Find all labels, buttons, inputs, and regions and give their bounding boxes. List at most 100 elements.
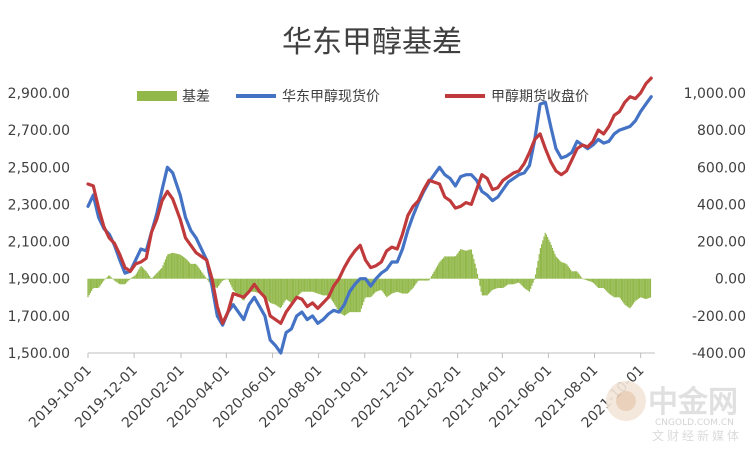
- basis-bar: [284, 278, 286, 301]
- basis-bar: [159, 269, 162, 279]
- basis-bar: [166, 256, 168, 279]
- basis-bar: [312, 278, 314, 292]
- basis-bar: [452, 256, 454, 279]
- basis-bar: [94, 278, 96, 288]
- basis-bar: [631, 278, 633, 306]
- basis-bar: [243, 278, 245, 301]
- basis-bar: [446, 256, 448, 279]
- basis-bar: [377, 278, 379, 291]
- basis-bar: [395, 278, 398, 292]
- basis-bar: [434, 269, 436, 279]
- basis-bar: [378, 278, 381, 291]
- basis-bar: [335, 278, 337, 307]
- basis-bar: [342, 278, 344, 316]
- basis-bar: [528, 278, 531, 292]
- basis-bar: [109, 275, 111, 279]
- basis-bar: [472, 254, 474, 279]
- right-tick-label: -400.00: [692, 346, 746, 362]
- basis-bar: [236, 278, 238, 294]
- basis-bar: [196, 264, 198, 279]
- basis-bar: [561, 262, 563, 279]
- legend-label-basis: 基差: [182, 88, 210, 105]
- basis-bar: [147, 274, 150, 279]
- basis-bar: [277, 278, 279, 307]
- basis-bar: [401, 278, 404, 294]
- basis-bar: [164, 259, 167, 279]
- right-tick-label: -200.00: [692, 309, 746, 325]
- basis-bar: [130, 277, 133, 279]
- basis-bar: [391, 278, 393, 294]
- basis-bar: [538, 254, 540, 279]
- basis-bar: [556, 257, 558, 279]
- basis-bar: [579, 275, 581, 279]
- basis-bar: [303, 278, 306, 292]
- basis-bar: [511, 278, 514, 285]
- basis-bar: [541, 244, 543, 279]
- basis-bar: [531, 278, 533, 286]
- basis-bar: [266, 278, 268, 300]
- basis-bar: [232, 278, 234, 290]
- basis-bar: [438, 263, 440, 279]
- basis-bar: [416, 278, 418, 283]
- basis-bar: [594, 278, 596, 285]
- basis-bar: [114, 278, 116, 281]
- basis-bar: [601, 278, 603, 288]
- left-tick-label: 2,500.00: [8, 160, 70, 176]
- basis-bar: [534, 274, 537, 279]
- basis-bar: [456, 254, 458, 279]
- basis-bar: [341, 278, 343, 315]
- basis-bar: [397, 278, 399, 292]
- basis-bar: [156, 272, 158, 279]
- basis-bar: [366, 278, 369, 298]
- watermark-logo-inner-icon: [616, 391, 636, 411]
- basis-bar: [151, 278, 153, 279]
- basis-bar: [89, 278, 92, 294]
- basis-bar: [497, 278, 499, 288]
- basis-bar: [238, 278, 240, 297]
- basis-bar: [289, 278, 291, 302]
- basis-bar: [345, 278, 347, 315]
- basis-bar: [567, 266, 569, 279]
- basis-bar: [308, 278, 310, 292]
- basis-bar: [221, 278, 223, 281]
- basis-bar: [197, 266, 199, 279]
- basis-bar: [237, 278, 239, 295]
- basis-bar: [271, 278, 273, 304]
- basis-bar: [316, 278, 318, 294]
- basis-bar: [123, 278, 125, 285]
- basis-bar: [288, 278, 290, 302]
- basis-bar: [618, 278, 620, 298]
- basis-bar: [222, 278, 225, 281]
- basis-bar: [136, 271, 139, 279]
- basis-bar: [480, 278, 482, 292]
- basis-bar: [139, 267, 141, 279]
- basis-bar: [161, 267, 163, 279]
- basis-bar: [429, 278, 431, 279]
- basis-bar: [299, 278, 301, 295]
- basis-bar: [577, 272, 579, 279]
- basis-bar: [149, 276, 151, 279]
- basis-bar: [572, 271, 574, 279]
- basis-bar: [638, 278, 641, 299]
- basis-bar: [328, 278, 330, 296]
- basis-bar: [619, 278, 621, 299]
- basis-bar: [158, 270, 160, 279]
- basis-bar: [336, 278, 338, 309]
- right-tick-label: 400.00: [697, 197, 746, 213]
- basis-bar: [466, 250, 468, 279]
- basis-bar: [368, 278, 370, 298]
- basis-bar: [422, 278, 424, 281]
- basis-bar: [192, 263, 194, 279]
- basis-bar: [640, 278, 642, 298]
- basis-bar: [526, 278, 528, 291]
- legend: 基差 华东甲醇现货价 甲醇期货收盘价: [137, 88, 589, 105]
- basis-bar: [508, 278, 510, 285]
- basis-bar: [645, 278, 647, 300]
- basis-bar: [370, 278, 372, 297]
- basis-bar: [354, 278, 356, 313]
- basis-bar: [562, 262, 564, 279]
- basis-bar: [226, 278, 228, 280]
- basis-bar: [491, 278, 493, 291]
- basis-bar: [203, 275, 205, 279]
- basis-bar: [518, 278, 520, 283]
